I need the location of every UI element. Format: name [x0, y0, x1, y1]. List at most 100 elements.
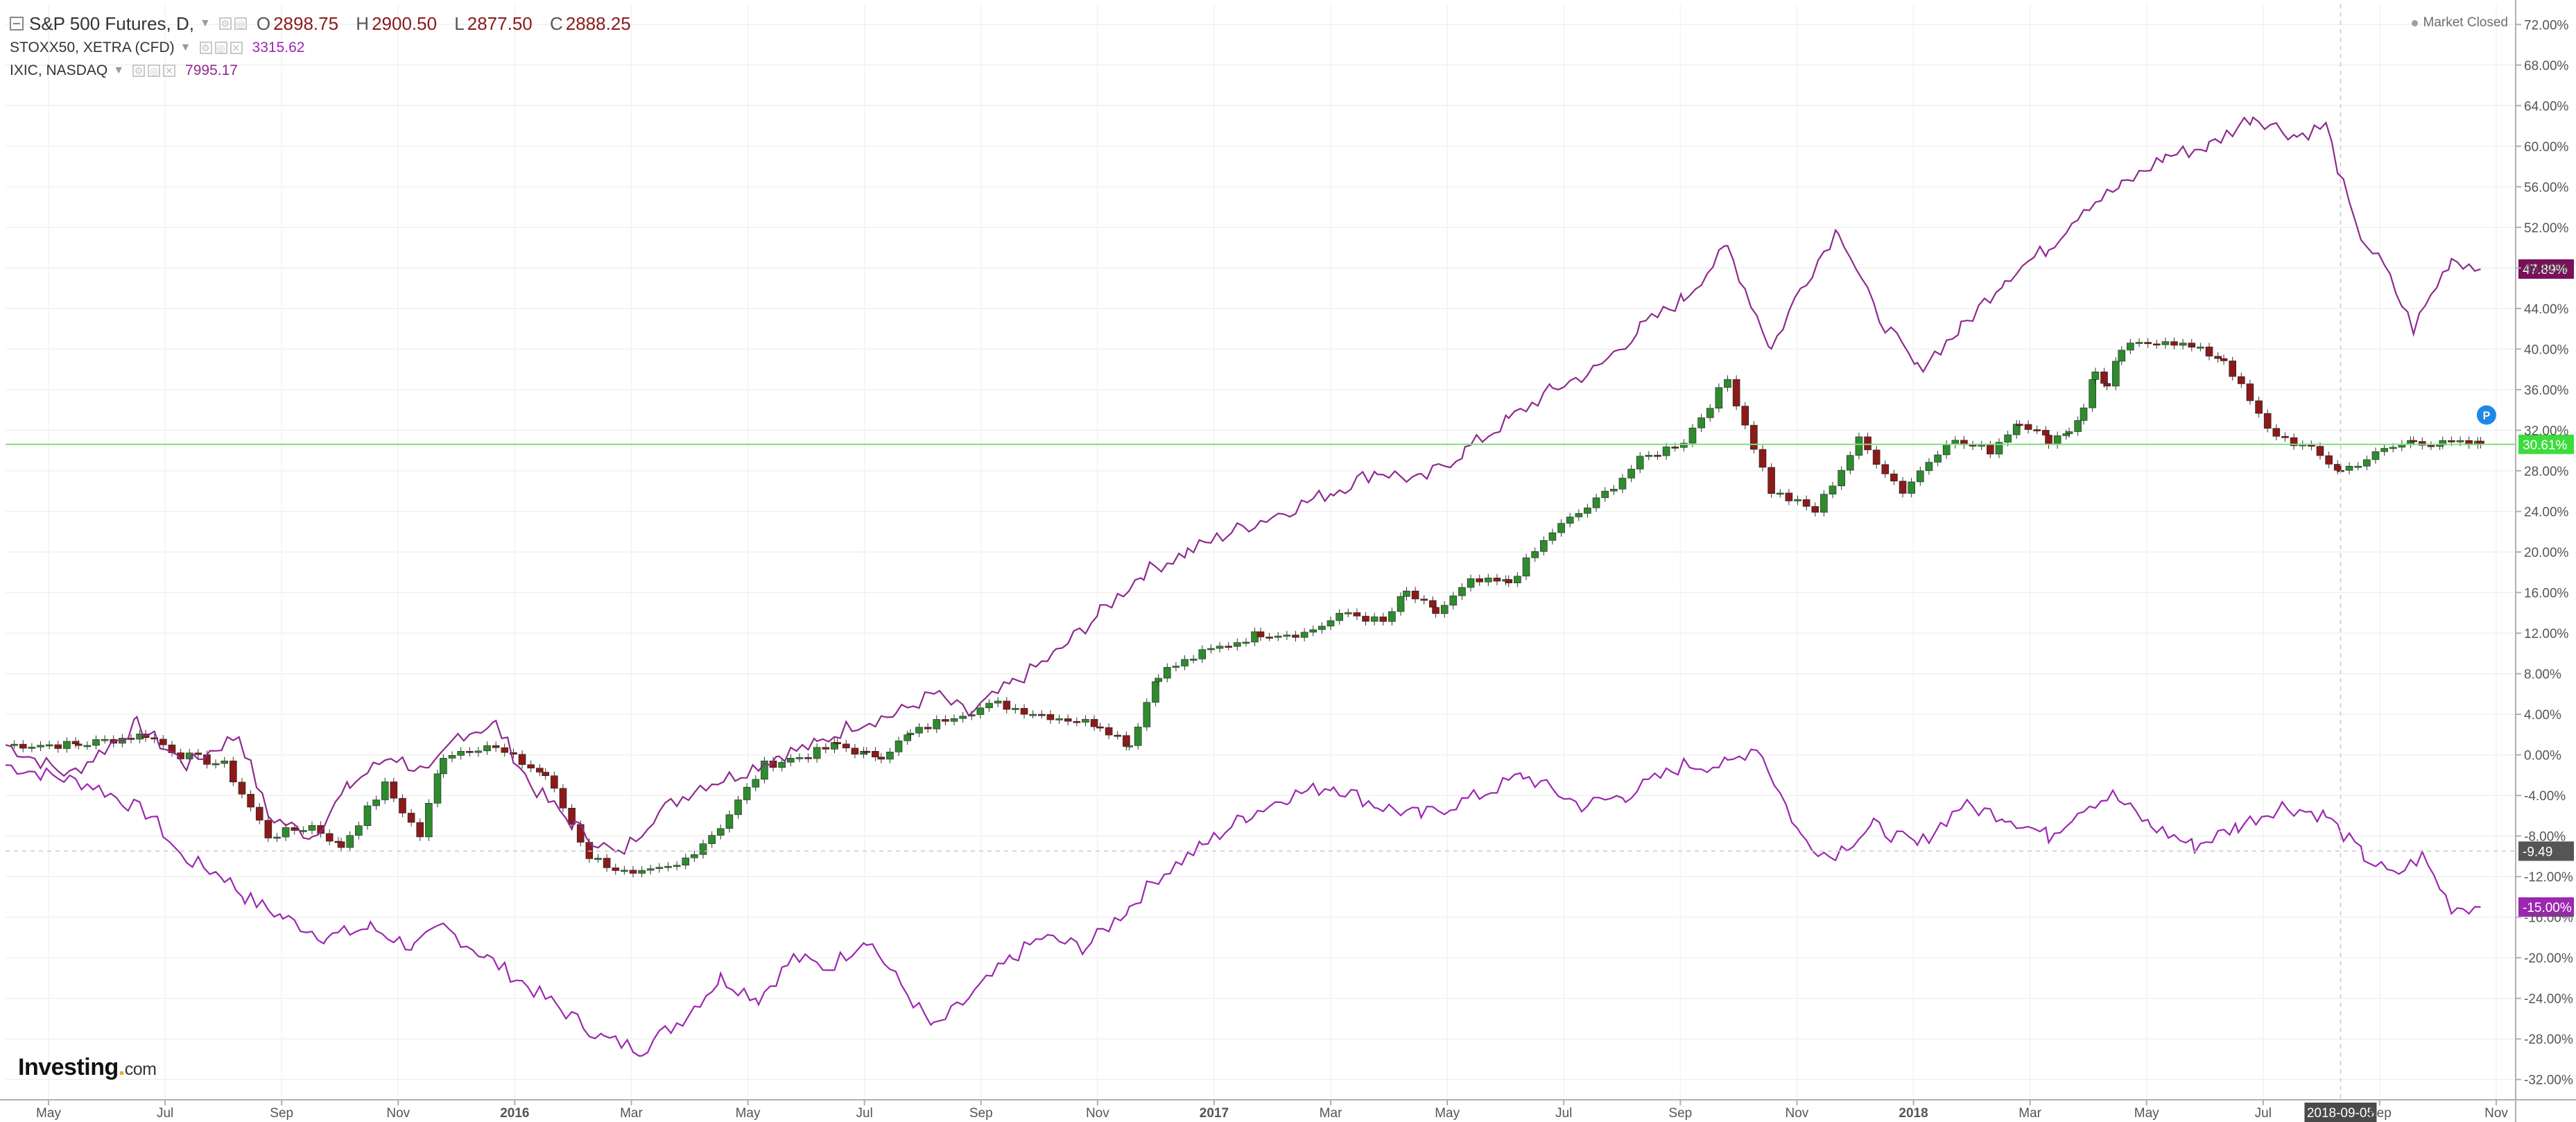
candle-body: [1096, 726, 1104, 729]
candle-body: [1309, 629, 1317, 633]
candle-body: [646, 868, 655, 871]
x-tick-label: Nov: [386, 1106, 410, 1121]
candle-body: [1362, 616, 1369, 622]
high-label: H: [356, 13, 370, 34]
hide-icon[interactable]: ◎: [214, 41, 227, 54]
candle-body: [465, 751, 474, 753]
candle-body: [1283, 635, 1291, 637]
open-value: 2898.75: [273, 13, 339, 34]
candle-body: [1458, 587, 1466, 596]
candle-body: [1440, 605, 1449, 614]
hide-icon[interactable]: ◎: [234, 17, 247, 30]
candle-body: [1020, 708, 1028, 715]
y-tick-label: 44.00%: [2524, 302, 2569, 317]
candle-body: [363, 805, 372, 826]
candle-body: [568, 808, 576, 825]
candle-body: [2427, 445, 2435, 447]
crosshair-time-label-bg: [2304, 1103, 2377, 1122]
compare-symbol[interactable]: IXIC, NASDAQ: [10, 62, 108, 78]
series-line: [5, 116, 2481, 856]
y-tick-label: 32.00%: [2524, 424, 2569, 438]
candle-body: [708, 835, 716, 845]
candle-body: [83, 745, 92, 748]
candle-body: [716, 828, 725, 836]
candle-body: [2004, 434, 2012, 443]
candle-body: [492, 745, 500, 748]
candle-body: [1449, 595, 1458, 606]
candle-body: [45, 744, 53, 747]
x-tick-label: Jul: [2255, 1106, 2272, 1121]
candle-body: [2135, 342, 2143, 344]
candle-body: [536, 768, 544, 773]
candle-body: [1540, 540, 1548, 552]
collapse-legend-button[interactable]: [10, 17, 24, 31]
candle-body: [1003, 700, 1011, 710]
candle-body: [1207, 648, 1215, 650]
close-icon[interactable]: ✕: [163, 64, 176, 77]
candle-body: [1335, 612, 1343, 621]
y-tick-label: -24.00%: [2524, 992, 2573, 1007]
candle-body: [1216, 646, 1224, 649]
series-layer: [5, 116, 2484, 1057]
candle-body: [2042, 430, 2050, 435]
candle-body: [1064, 718, 1072, 722]
candle-body: [2290, 437, 2298, 447]
candle-body: [1379, 616, 1388, 622]
candle-body: [1942, 444, 1951, 456]
status-dot-icon: [2411, 19, 2418, 26]
candle-body: [1353, 612, 1361, 616]
hide-icon[interactable]: ◎: [148, 64, 161, 77]
candle-body: [2161, 341, 2170, 345]
x-tick-label: Jul: [157, 1106, 173, 1121]
candle-body: [2325, 455, 2333, 465]
candle-body: [101, 739, 109, 741]
chevron-down-icon[interactable]: ▼: [180, 41, 191, 53]
candle-body: [1181, 659, 1188, 666]
candle-body: [230, 760, 237, 783]
y-tick-label: -16.00%: [2524, 911, 2573, 926]
candle-body: [527, 764, 535, 768]
crosshair-time-label: 2018-09-05: [2307, 1106, 2374, 1121]
candle-body: [1934, 454, 1942, 463]
chevron-down-icon[interactable]: ▼: [113, 64, 125, 76]
event-marker-label: P: [2483, 411, 2491, 422]
price-badge-bg: [2518, 841, 2574, 861]
logo-text: Investing: [18, 1054, 119, 1080]
candle-body: [664, 865, 672, 868]
settings-icon[interactable]: ⚙: [199, 41, 212, 54]
settings-icon[interactable]: ⚙: [218, 17, 232, 30]
event-marker-icon: [2476, 405, 2496, 425]
main-symbol[interactable]: S&P 500 Futures, D,: [29, 13, 194, 34]
chevron-down-icon[interactable]: ▼: [199, 17, 211, 29]
candle-body: [1627, 469, 1635, 478]
candle-body: [1855, 436, 1863, 456]
candle-body: [994, 700, 1002, 704]
candle-body: [2263, 413, 2272, 429]
candle-body: [1987, 445, 1994, 455]
candle-body: [399, 797, 406, 813]
candle-body: [1592, 497, 1600, 508]
candle-body: [1575, 513, 1583, 517]
x-tick-label: May: [1435, 1106, 1460, 1121]
candle-body: [1046, 714, 1055, 720]
y-tick-label: -12.00%: [2524, 870, 2573, 885]
x-tick-label: Mar: [2019, 1106, 2041, 1121]
candle-body: [308, 825, 316, 831]
y-tick-label: 8.00%: [2524, 668, 2561, 682]
candle-body: [264, 820, 273, 838]
x-tick-label: Sep: [969, 1106, 993, 1121]
candle-body: [2205, 346, 2213, 356]
close-icon[interactable]: ✕: [230, 41, 243, 54]
candle-body: [1802, 499, 1810, 507]
candle-body: [1864, 436, 1872, 451]
candle-body: [63, 741, 71, 749]
candle-body: [2363, 459, 2371, 467]
low-label: L: [454, 13, 465, 34]
candle-body: [381, 782, 389, 800]
candle-body: [1566, 517, 1574, 524]
x-tick-label: Nov: [2484, 1106, 2508, 1121]
settings-icon[interactable]: ⚙: [132, 64, 146, 77]
compare-symbol[interactable]: STOXX50, XETRA (CFD): [10, 40, 175, 55]
candle-body: [1370, 616, 1378, 622]
